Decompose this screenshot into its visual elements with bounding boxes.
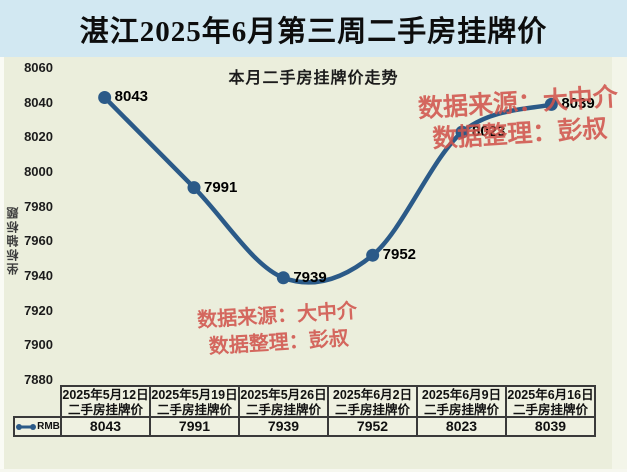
y-tick-label: 7960 xyxy=(24,233,53,249)
data-point-label: 7952 xyxy=(382,246,417,264)
y-tick-label: 8020 xyxy=(24,129,53,145)
table-value-cell: 8043 xyxy=(89,418,122,434)
table-header-cell: 2025年6月16日二手房挂牌价 xyxy=(505,387,594,416)
price-table-header-row: 2025年5月12日二手房挂牌价 2025年5月19日二手房挂牌价 2025年5月2… xyxy=(62,387,594,418)
data-point-label: 8023 xyxy=(472,123,506,141)
page-title: 湛江2025年6月第三周二手房挂牌价 xyxy=(79,15,548,48)
table-value-cell: 7939 xyxy=(238,418,327,435)
data-point xyxy=(187,181,201,195)
table-header-cell: 2025年5月26日二手房挂牌价 xyxy=(238,387,327,416)
y-tick-label: 7880 xyxy=(24,372,53,387)
line-series-marker-icon xyxy=(16,423,37,430)
price-table: 2025年5月12日二手房挂牌价 2025年5月19日二手房挂牌价 2025年5月2… xyxy=(60,385,596,437)
y-tick-label: 7900 xyxy=(24,337,53,353)
y-tick-label: 8000 xyxy=(24,164,53,179)
table-value-cell: 8039 xyxy=(505,418,594,435)
data-point-label: 8039 xyxy=(561,95,595,113)
y-tick-label: 7940 xyxy=(24,268,53,283)
y-tick-label: 8060 xyxy=(24,60,53,75)
right-edge-strip xyxy=(612,57,627,472)
legend-label: RMB xyxy=(37,421,60,432)
table-header-cell: 2025年6月2日二手房挂牌价 xyxy=(327,387,416,416)
price-table-value-row: 8043 7991 7939 7952 8023 8039 xyxy=(62,418,594,435)
data-point-label: 7991 xyxy=(204,178,238,196)
y-axis-tick-labels: 8060 8040 8020 8000 7980 7960 7940 7920 7900 7880 xyxy=(0,0,55,472)
table-value-cell: 8023 xyxy=(416,418,505,435)
title-band: 湛江2025年6月第三周二手房挂牌价 xyxy=(0,0,627,57)
table-header-cell: 2025年5月19日二手房挂牌价 xyxy=(149,387,238,416)
data-point xyxy=(366,248,380,262)
table-value-cell: 7991 xyxy=(149,418,238,435)
data-point xyxy=(98,90,112,104)
watermark-source-top: 数据来源：大中介 数据整理：彭叔 xyxy=(406,81,627,156)
chart-title: 本月二手房挂牌价走势 xyxy=(228,70,399,87)
y-tick-label: 8040 xyxy=(24,94,53,110)
data-point xyxy=(276,271,290,285)
table-value-cell: 7952 xyxy=(327,418,416,435)
y-tick-label: 7980 xyxy=(24,198,53,214)
data-point-label: 8043 xyxy=(114,88,149,106)
legend-cell: RMB xyxy=(13,416,62,437)
y-tick-label: 7920 xyxy=(24,302,53,318)
table-header-cell: 2025年5月12日二手房挂牌价 xyxy=(62,388,149,416)
left-edge-strip xyxy=(0,57,4,472)
bottom-edge-strip xyxy=(0,469,627,472)
table-header-cell: 2025年6月9日二手房挂牌价 xyxy=(416,387,505,416)
data-point-label: 7939 xyxy=(293,268,327,286)
watermark-source-bottom: 数据来源：大中介 数据整理：彭叔 xyxy=(187,298,370,363)
